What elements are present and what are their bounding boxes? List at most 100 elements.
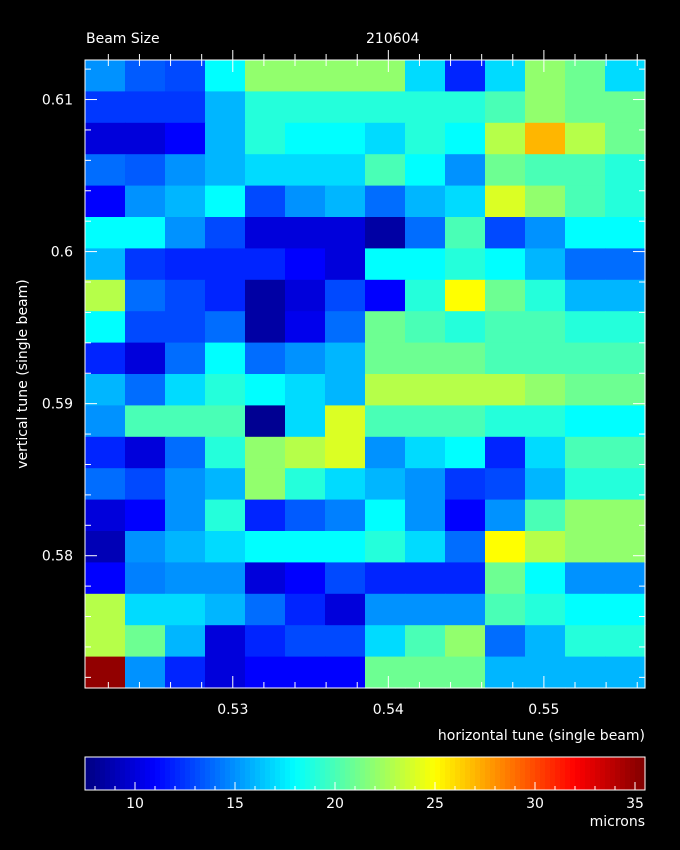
colorbar-swatch <box>380 757 386 790</box>
heatmap-cell <box>605 154 646 187</box>
heatmap-cell <box>565 217 606 249</box>
colorbar-swatch <box>265 757 271 790</box>
heatmap-cell <box>525 436 566 469</box>
heatmap-cell <box>525 656 566 689</box>
axis-ticks <box>85 50 645 688</box>
colorbar-swatch <box>480 757 486 790</box>
heatmap-cell <box>325 122 366 155</box>
colorbar-swatch <box>325 757 331 790</box>
colorbar-swatch <box>280 757 286 790</box>
heatmap-cell <box>85 656 126 689</box>
heatmap-cell <box>85 122 126 155</box>
heatmap-cell <box>125 60 166 92</box>
heatmap-cell <box>565 468 606 501</box>
colorbar-swatch <box>195 757 201 790</box>
colorbar-swatch <box>120 757 126 790</box>
heatmap-cell <box>165 468 206 501</box>
heatmap-cell <box>325 154 366 187</box>
heatmap-cell <box>245 91 286 124</box>
colorbar-swatch <box>590 757 596 790</box>
colorbar-swatch <box>315 757 321 790</box>
heatmap-cell <box>285 91 326 124</box>
heatmap-cell <box>125 468 166 501</box>
heatmap-cell <box>405 374 446 406</box>
heatmap-cell <box>125 185 166 218</box>
heatmap-cell <box>85 625 126 658</box>
heatmap-cell <box>565 248 606 281</box>
colorbar-swatch <box>285 757 291 790</box>
y-axis-label: vertical tune (single beam) <box>15 279 31 469</box>
heatmap-cell <box>485 185 526 218</box>
heatmap-cell <box>605 562 646 595</box>
heatmap-cell <box>445 562 486 595</box>
heatmap-cell <box>365 91 406 124</box>
heatmap-cell <box>525 122 566 155</box>
heatmap-cell <box>205 374 246 406</box>
colorbar-swatch <box>180 757 186 790</box>
heatmap-cell <box>405 342 446 375</box>
heatmap-cell <box>205 436 246 469</box>
colorbar-swatch <box>430 757 436 790</box>
heatmap-cell <box>565 279 606 312</box>
colorbar-swatch <box>545 757 551 790</box>
heatmap-cell <box>325 185 366 218</box>
heatmap-cell <box>85 531 126 563</box>
colorbar-swatch <box>140 757 146 790</box>
heatmap-cell <box>485 499 526 532</box>
colorbar-swatch <box>460 757 466 790</box>
heatmap-cell <box>325 311 366 344</box>
colorbar-swatch <box>485 757 491 790</box>
heatmap-cell <box>365 436 406 469</box>
heatmap-cell <box>445 405 486 438</box>
colorbar-swatch <box>435 757 441 790</box>
colorbar-swatch <box>105 757 111 790</box>
colorbar-swatch <box>425 757 431 790</box>
heatmap-cell <box>365 248 406 281</box>
colorbar-swatch <box>620 757 626 790</box>
heatmap-cell <box>245 436 286 469</box>
heatmap-cell <box>485 122 526 155</box>
heatmap-cell <box>565 342 606 375</box>
heatmap-cell <box>365 562 406 595</box>
heatmap-cell <box>165 311 206 344</box>
colorbar-swatch <box>100 757 106 790</box>
heatmap-cell <box>245 593 286 626</box>
colorbar-swatch <box>85 757 91 790</box>
heatmap-cell <box>405 593 446 626</box>
heatmap-cell <box>165 499 206 532</box>
y-tick-label: 0.61 <box>42 93 73 109</box>
heatmap-cell <box>85 248 126 281</box>
colorbar-swatch <box>395 757 401 790</box>
heatmap-cell <box>325 562 366 595</box>
heatmap-cell <box>205 531 246 563</box>
heatmap-cell <box>245 374 286 406</box>
heatmap-cell <box>445 217 486 249</box>
colorbar-swatch <box>320 757 326 790</box>
colorbar-swatch <box>495 757 501 790</box>
colorbar-frame <box>84 756 646 791</box>
colorbar-swatch <box>245 757 251 790</box>
heatmap-cell <box>85 374 126 406</box>
heatmap-cell <box>485 248 526 281</box>
colorbar-tick-label: 25 <box>426 796 444 812</box>
colorbar-swatch <box>200 757 206 790</box>
axis-tick-labels: 0.53 0.54 0.55 0.58 0.59 0.6 0.61 <box>42 93 560 718</box>
heatmap-cell <box>285 311 326 344</box>
heatmap-cell <box>365 154 406 187</box>
heatmap-cell <box>285 405 326 438</box>
heatmap-cell <box>165 562 206 595</box>
heatmap-cell <box>565 311 606 344</box>
heatmap-cell <box>165 248 206 281</box>
heatmap-cell <box>125 248 166 281</box>
heatmap-cell <box>485 562 526 595</box>
heatmap-cell <box>205 122 246 155</box>
heatmap-cell <box>285 217 326 249</box>
colorbar-swatch <box>520 757 526 790</box>
colorbar-swatch <box>215 757 221 790</box>
colorbar-swatch <box>400 757 406 790</box>
colorbar-swatch <box>205 757 211 790</box>
colorbar-swatch <box>465 757 471 790</box>
colorbar-swatch <box>505 757 511 790</box>
colorbar-swatch <box>310 757 316 790</box>
